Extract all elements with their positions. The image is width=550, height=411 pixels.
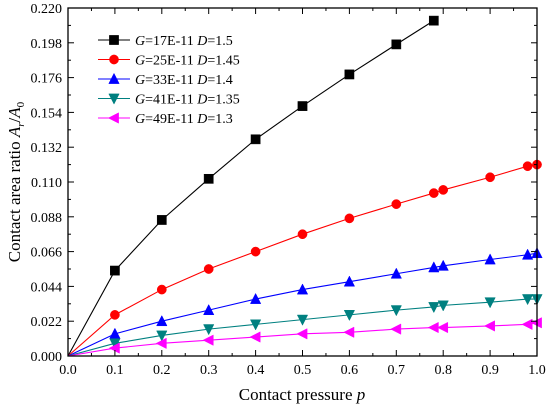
data-point-series-2 [156, 284, 167, 295]
y-tick-label: 0.000 [31, 350, 63, 365]
x-tick-label: 0.0 [59, 363, 77, 378]
legend-entry-4: G=41E-11 D=1.35 [98, 93, 240, 108]
y-tick-label: 0.132 [31, 141, 63, 156]
data-point-series-2 [438, 185, 449, 195]
legend-label: G=17E-11 D=1.5 [135, 34, 233, 49]
data-point-series-1 [297, 101, 308, 111]
data-point-series-4 [343, 310, 356, 322]
legend-label: G=49E-11 D=1.3 [135, 112, 233, 127]
data-point-series-2 [522, 161, 533, 172]
legend: G=17E-11 D=1.5 G=25E-11 D=1.45 G=33E-11 D=… [98, 34, 240, 127]
x-tick-label: 0.6 [341, 363, 359, 378]
series-lines [67, 20, 538, 357]
data-point-series-5 [521, 318, 533, 330]
legend-entry-1: G=17E-11 D=1.5 [98, 34, 233, 49]
data-point-series-2 [485, 172, 495, 183]
data-point-series-3 [484, 253, 496, 265]
legend-label: G=41E-11 D=1.35 [135, 93, 240, 108]
legend-marker [108, 93, 120, 105]
data-point-series-2 [203, 264, 214, 274]
data-point-series-1 [250, 134, 261, 145]
x-tick-label: 0.8 [434, 363, 452, 378]
data-point-series-3 [390, 267, 402, 279]
x-axis-label: Contact pressure p [239, 385, 366, 404]
plot-frame [67, 7, 538, 357]
data-point-series-4 [156, 330, 168, 342]
data-point-series-4 [484, 297, 496, 309]
data-point-series-5 [155, 337, 167, 349]
x-tick-label: 0.2 [153, 363, 171, 378]
data-point-series-1 [428, 15, 439, 26]
legend-entry-2: G=25E-11 D=1.45 [98, 54, 240, 69]
legend-marker [107, 112, 119, 124]
data-point-series-1 [344, 69, 355, 80]
data-point-series-5 [249, 331, 261, 343]
y-axis-ticks: 0.000 0.022 0.044 0.066 0.088 0.110 0.132 0.154… [31, 2, 537, 365]
x-tick-label: 0.1 [106, 363, 124, 378]
y-tick-label: 0.022 [31, 315, 63, 330]
data-point-series-2 [297, 229, 308, 240]
data-point-series-3 [156, 315, 168, 327]
legend-entry-5: G=49E-11 D=1.3 [98, 112, 233, 127]
data-point-series-2 [250, 246, 261, 257]
y-tick-label: 0.154 [31, 106, 63, 121]
data-point-series-5 [296, 328, 308, 340]
data-point-series-5 [437, 321, 449, 334]
y-tick-label: 0.110 [31, 176, 62, 191]
data-point-series-4 [522, 294, 534, 306]
x-tick-label: 0.7 [388, 363, 406, 378]
data-point-series-3 [343, 275, 356, 287]
y-tick-label: 0.176 [31, 72, 63, 87]
data-point-series-4 [203, 324, 215, 336]
data-point-series-4 [428, 302, 440, 314]
data-point-series-2 [110, 310, 120, 320]
data-point-series-5 [427, 321, 439, 334]
data-point-series-5 [343, 326, 355, 338]
legend-label: G=25E-11 D=1.45 [135, 54, 240, 69]
data-point-series-1 [203, 173, 214, 184]
data-point-series-5 [483, 320, 495, 332]
legend-label: G=33E-11 D=1.4 [135, 73, 233, 88]
data-point-series-2 [428, 188, 439, 198]
data-point-series-1 [110, 265, 120, 276]
legend-marker [108, 72, 120, 84]
data-point-series-3 [428, 261, 440, 273]
legend-entry-3: G=33E-11 D=1.4 [98, 72, 233, 88]
y-tick-label: 0.198 [31, 37, 63, 52]
data-point-series-3 [203, 303, 215, 315]
data-point-series-5 [202, 334, 214, 346]
data-point-series-1 [391, 39, 402, 50]
data-point-series-3 [522, 248, 534, 260]
data-point-series-3 [296, 283, 309, 295]
y-tick-label: 0.044 [31, 280, 63, 295]
x-tick-label: 0.9 [481, 363, 499, 378]
data-point-series-2 [391, 199, 402, 209]
series-line-1 [67, 20, 435, 357]
legend-marker [109, 35, 119, 45]
data-point-series-4 [390, 305, 402, 317]
data-point-series-3 [437, 259, 449, 271]
data-point-series-3 [109, 327, 121, 339]
series-line-3 [67, 252, 538, 357]
y-tick-label: 0.220 [31, 2, 63, 17]
data-point-series-3 [249, 292, 262, 304]
legend-marker [109, 54, 119, 65]
data-point-series-1 [156, 215, 167, 225]
data-point-series-4 [249, 319, 262, 331]
x-tick-label: 0.4 [247, 363, 265, 378]
x-tick-label: 0.3 [200, 363, 218, 378]
data-point-series-2 [344, 213, 355, 224]
data-point-series-4 [296, 314, 309, 326]
x-tick-label: 0.5 [294, 363, 312, 378]
y-tick-label: 0.088 [31, 211, 63, 226]
data-point-series-4 [437, 300, 449, 312]
y-axis-label: Contact area ratio Ar/A0 [5, 101, 27, 262]
x-tick-label: 1.0 [528, 363, 546, 378]
y-tick-label: 0.066 [31, 246, 63, 261]
data-point-series-5 [390, 323, 402, 335]
